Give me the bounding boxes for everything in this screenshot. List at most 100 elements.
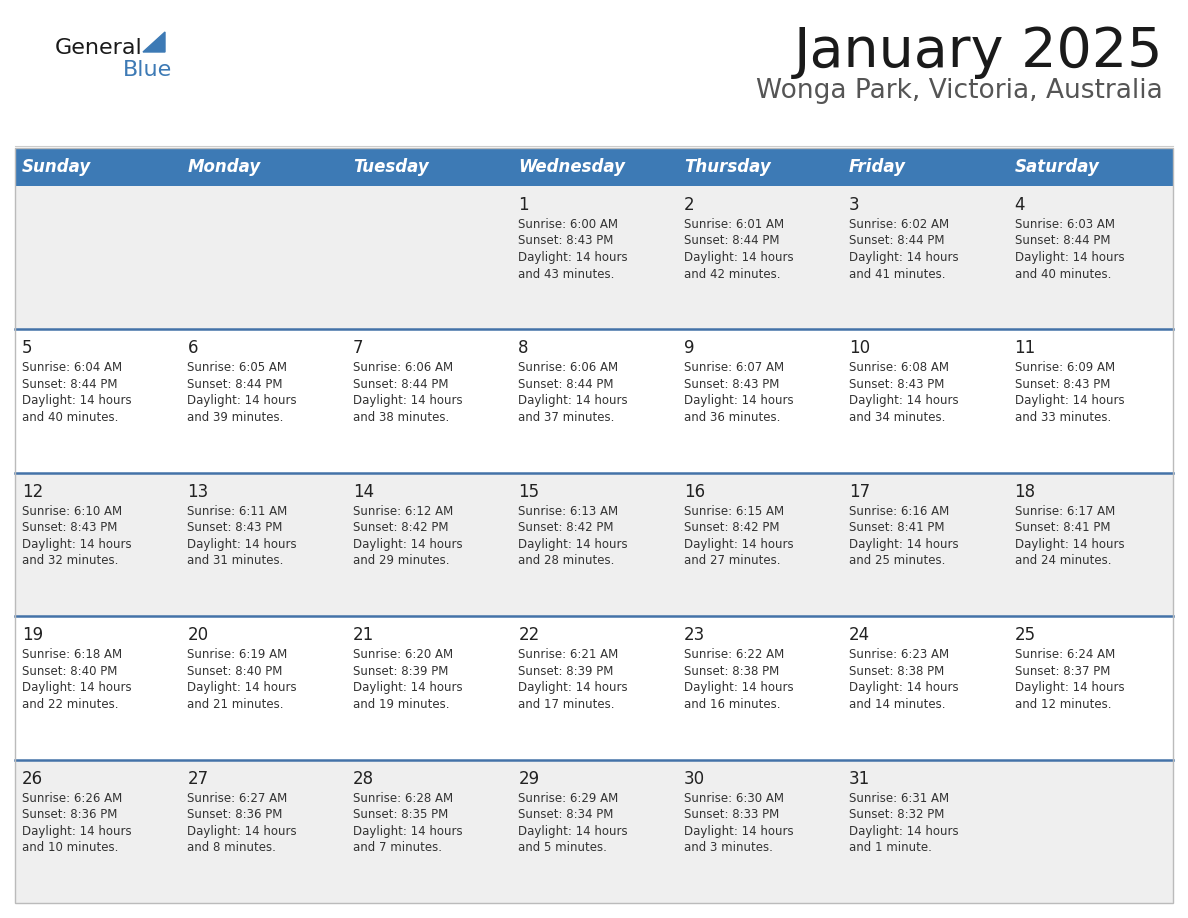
Text: Sunset: 8:42 PM: Sunset: 8:42 PM bbox=[684, 521, 779, 534]
Text: 12: 12 bbox=[23, 483, 43, 501]
Text: Daylight: 14 hours: Daylight: 14 hours bbox=[23, 538, 132, 551]
Bar bbox=[15, 330, 1173, 473]
Text: Sunrise: 6:00 AM: Sunrise: 6:00 AM bbox=[518, 218, 618, 231]
Text: 21: 21 bbox=[353, 626, 374, 644]
Text: 30: 30 bbox=[684, 769, 704, 788]
Text: Sunrise: 6:10 AM: Sunrise: 6:10 AM bbox=[23, 505, 122, 518]
Text: Sunset: 8:32 PM: Sunset: 8:32 PM bbox=[849, 808, 944, 821]
Text: Sunset: 8:39 PM: Sunset: 8:39 PM bbox=[353, 665, 448, 677]
Text: Daylight: 14 hours: Daylight: 14 hours bbox=[518, 538, 628, 551]
Text: Sunrise: 6:19 AM: Sunrise: 6:19 AM bbox=[188, 648, 287, 661]
Text: Sunset: 8:44 PM: Sunset: 8:44 PM bbox=[849, 234, 944, 248]
Text: Monday: Monday bbox=[188, 158, 260, 176]
Text: Daylight: 14 hours: Daylight: 14 hours bbox=[684, 824, 794, 837]
Text: Daylight: 14 hours: Daylight: 14 hours bbox=[849, 681, 959, 694]
Text: 5: 5 bbox=[23, 340, 32, 357]
Bar bbox=[677, 148, 842, 186]
Text: Sunset: 8:44 PM: Sunset: 8:44 PM bbox=[1015, 234, 1110, 248]
Text: Sunrise: 6:02 AM: Sunrise: 6:02 AM bbox=[849, 218, 949, 231]
Text: Daylight: 14 hours: Daylight: 14 hours bbox=[684, 538, 794, 551]
Text: Sunset: 8:42 PM: Sunset: 8:42 PM bbox=[353, 521, 448, 534]
Text: Sunrise: 6:26 AM: Sunrise: 6:26 AM bbox=[23, 791, 122, 804]
Text: Wednesday: Wednesday bbox=[518, 158, 625, 176]
Text: Sunset: 8:35 PM: Sunset: 8:35 PM bbox=[353, 808, 448, 821]
Text: and 33 minutes.: and 33 minutes. bbox=[1015, 411, 1111, 424]
Text: and 36 minutes.: and 36 minutes. bbox=[684, 411, 781, 424]
Text: Sunrise: 6:21 AM: Sunrise: 6:21 AM bbox=[518, 648, 619, 661]
Text: and 27 minutes.: and 27 minutes. bbox=[684, 554, 781, 567]
Text: Sunrise: 6:06 AM: Sunrise: 6:06 AM bbox=[353, 362, 453, 375]
Bar bbox=[346, 148, 511, 186]
Text: Daylight: 14 hours: Daylight: 14 hours bbox=[1015, 681, 1124, 694]
Bar bbox=[15, 186, 1173, 330]
Bar bbox=[15, 148, 181, 186]
Text: and 43 minutes.: and 43 minutes. bbox=[518, 267, 614, 281]
Text: January 2025: January 2025 bbox=[794, 25, 1163, 79]
Text: 1: 1 bbox=[518, 196, 529, 214]
Text: Daylight: 14 hours: Daylight: 14 hours bbox=[518, 681, 628, 694]
Text: Sunset: 8:41 PM: Sunset: 8:41 PM bbox=[849, 521, 944, 534]
Text: and 32 minutes.: and 32 minutes. bbox=[23, 554, 119, 567]
Text: Sunrise: 6:12 AM: Sunrise: 6:12 AM bbox=[353, 505, 453, 518]
Text: Daylight: 14 hours: Daylight: 14 hours bbox=[353, 395, 462, 408]
Text: and 22 minutes.: and 22 minutes. bbox=[23, 698, 119, 711]
Text: Sunrise: 6:08 AM: Sunrise: 6:08 AM bbox=[849, 362, 949, 375]
Text: Sunset: 8:44 PM: Sunset: 8:44 PM bbox=[23, 378, 118, 391]
Text: Sunrise: 6:20 AM: Sunrise: 6:20 AM bbox=[353, 648, 453, 661]
Bar bbox=[842, 148, 1007, 186]
Text: Daylight: 14 hours: Daylight: 14 hours bbox=[684, 681, 794, 694]
Text: 15: 15 bbox=[518, 483, 539, 501]
Text: Sunrise: 6:24 AM: Sunrise: 6:24 AM bbox=[1015, 648, 1114, 661]
Text: and 37 minutes.: and 37 minutes. bbox=[518, 411, 614, 424]
Text: Daylight: 14 hours: Daylight: 14 hours bbox=[1015, 395, 1124, 408]
Text: Saturday: Saturday bbox=[1015, 158, 1099, 176]
Text: Sunset: 8:41 PM: Sunset: 8:41 PM bbox=[1015, 521, 1110, 534]
Text: 25: 25 bbox=[1015, 626, 1036, 644]
Text: and 17 minutes.: and 17 minutes. bbox=[518, 698, 614, 711]
Text: and 12 minutes.: and 12 minutes. bbox=[1015, 698, 1111, 711]
Text: Sunrise: 6:06 AM: Sunrise: 6:06 AM bbox=[518, 362, 619, 375]
Text: Daylight: 14 hours: Daylight: 14 hours bbox=[849, 824, 959, 837]
Text: Blue: Blue bbox=[124, 60, 172, 80]
Text: Daylight: 14 hours: Daylight: 14 hours bbox=[849, 538, 959, 551]
Text: Sunset: 8:38 PM: Sunset: 8:38 PM bbox=[849, 665, 944, 677]
Text: and 21 minutes.: and 21 minutes. bbox=[188, 698, 284, 711]
Text: and 40 minutes.: and 40 minutes. bbox=[23, 411, 119, 424]
Polygon shape bbox=[143, 32, 165, 52]
Text: Thursday: Thursday bbox=[684, 158, 771, 176]
Text: Sunset: 8:33 PM: Sunset: 8:33 PM bbox=[684, 808, 779, 821]
Text: Sunset: 8:43 PM: Sunset: 8:43 PM bbox=[1015, 378, 1110, 391]
Bar bbox=[15, 473, 1173, 616]
Text: Sunrise: 6:04 AM: Sunrise: 6:04 AM bbox=[23, 362, 122, 375]
Text: and 42 minutes.: and 42 minutes. bbox=[684, 267, 781, 281]
Text: and 25 minutes.: and 25 minutes. bbox=[849, 554, 946, 567]
Text: Daylight: 14 hours: Daylight: 14 hours bbox=[518, 251, 628, 264]
Text: 22: 22 bbox=[518, 626, 539, 644]
Text: Tuesday: Tuesday bbox=[353, 158, 429, 176]
Text: Sunset: 8:36 PM: Sunset: 8:36 PM bbox=[23, 808, 118, 821]
Text: Sunrise: 6:30 AM: Sunrise: 6:30 AM bbox=[684, 791, 784, 804]
Text: Sunset: 8:42 PM: Sunset: 8:42 PM bbox=[518, 521, 614, 534]
Text: 6: 6 bbox=[188, 340, 198, 357]
Text: Sunset: 8:39 PM: Sunset: 8:39 PM bbox=[518, 665, 614, 677]
Text: Sunset: 8:38 PM: Sunset: 8:38 PM bbox=[684, 665, 779, 677]
Text: and 28 minutes.: and 28 minutes. bbox=[518, 554, 614, 567]
Bar bbox=[181, 148, 346, 186]
Text: 13: 13 bbox=[188, 483, 209, 501]
Text: Sunrise: 6:17 AM: Sunrise: 6:17 AM bbox=[1015, 505, 1114, 518]
Text: Sunrise: 6:15 AM: Sunrise: 6:15 AM bbox=[684, 505, 784, 518]
Text: Sunset: 8:44 PM: Sunset: 8:44 PM bbox=[353, 378, 448, 391]
Text: Daylight: 14 hours: Daylight: 14 hours bbox=[849, 251, 959, 264]
Text: and 40 minutes.: and 40 minutes. bbox=[1015, 267, 1111, 281]
Text: Sunrise: 6:16 AM: Sunrise: 6:16 AM bbox=[849, 505, 949, 518]
Text: and 8 minutes.: and 8 minutes. bbox=[188, 841, 277, 854]
Text: 20: 20 bbox=[188, 626, 209, 644]
Text: 3: 3 bbox=[849, 196, 860, 214]
Text: 19: 19 bbox=[23, 626, 43, 644]
Text: Daylight: 14 hours: Daylight: 14 hours bbox=[353, 538, 462, 551]
Text: and 38 minutes.: and 38 minutes. bbox=[353, 411, 449, 424]
Text: Sunrise: 6:01 AM: Sunrise: 6:01 AM bbox=[684, 218, 784, 231]
Text: Daylight: 14 hours: Daylight: 14 hours bbox=[1015, 251, 1124, 264]
Text: Sunset: 8:43 PM: Sunset: 8:43 PM bbox=[849, 378, 944, 391]
Text: Sunset: 8:43 PM: Sunset: 8:43 PM bbox=[684, 378, 779, 391]
